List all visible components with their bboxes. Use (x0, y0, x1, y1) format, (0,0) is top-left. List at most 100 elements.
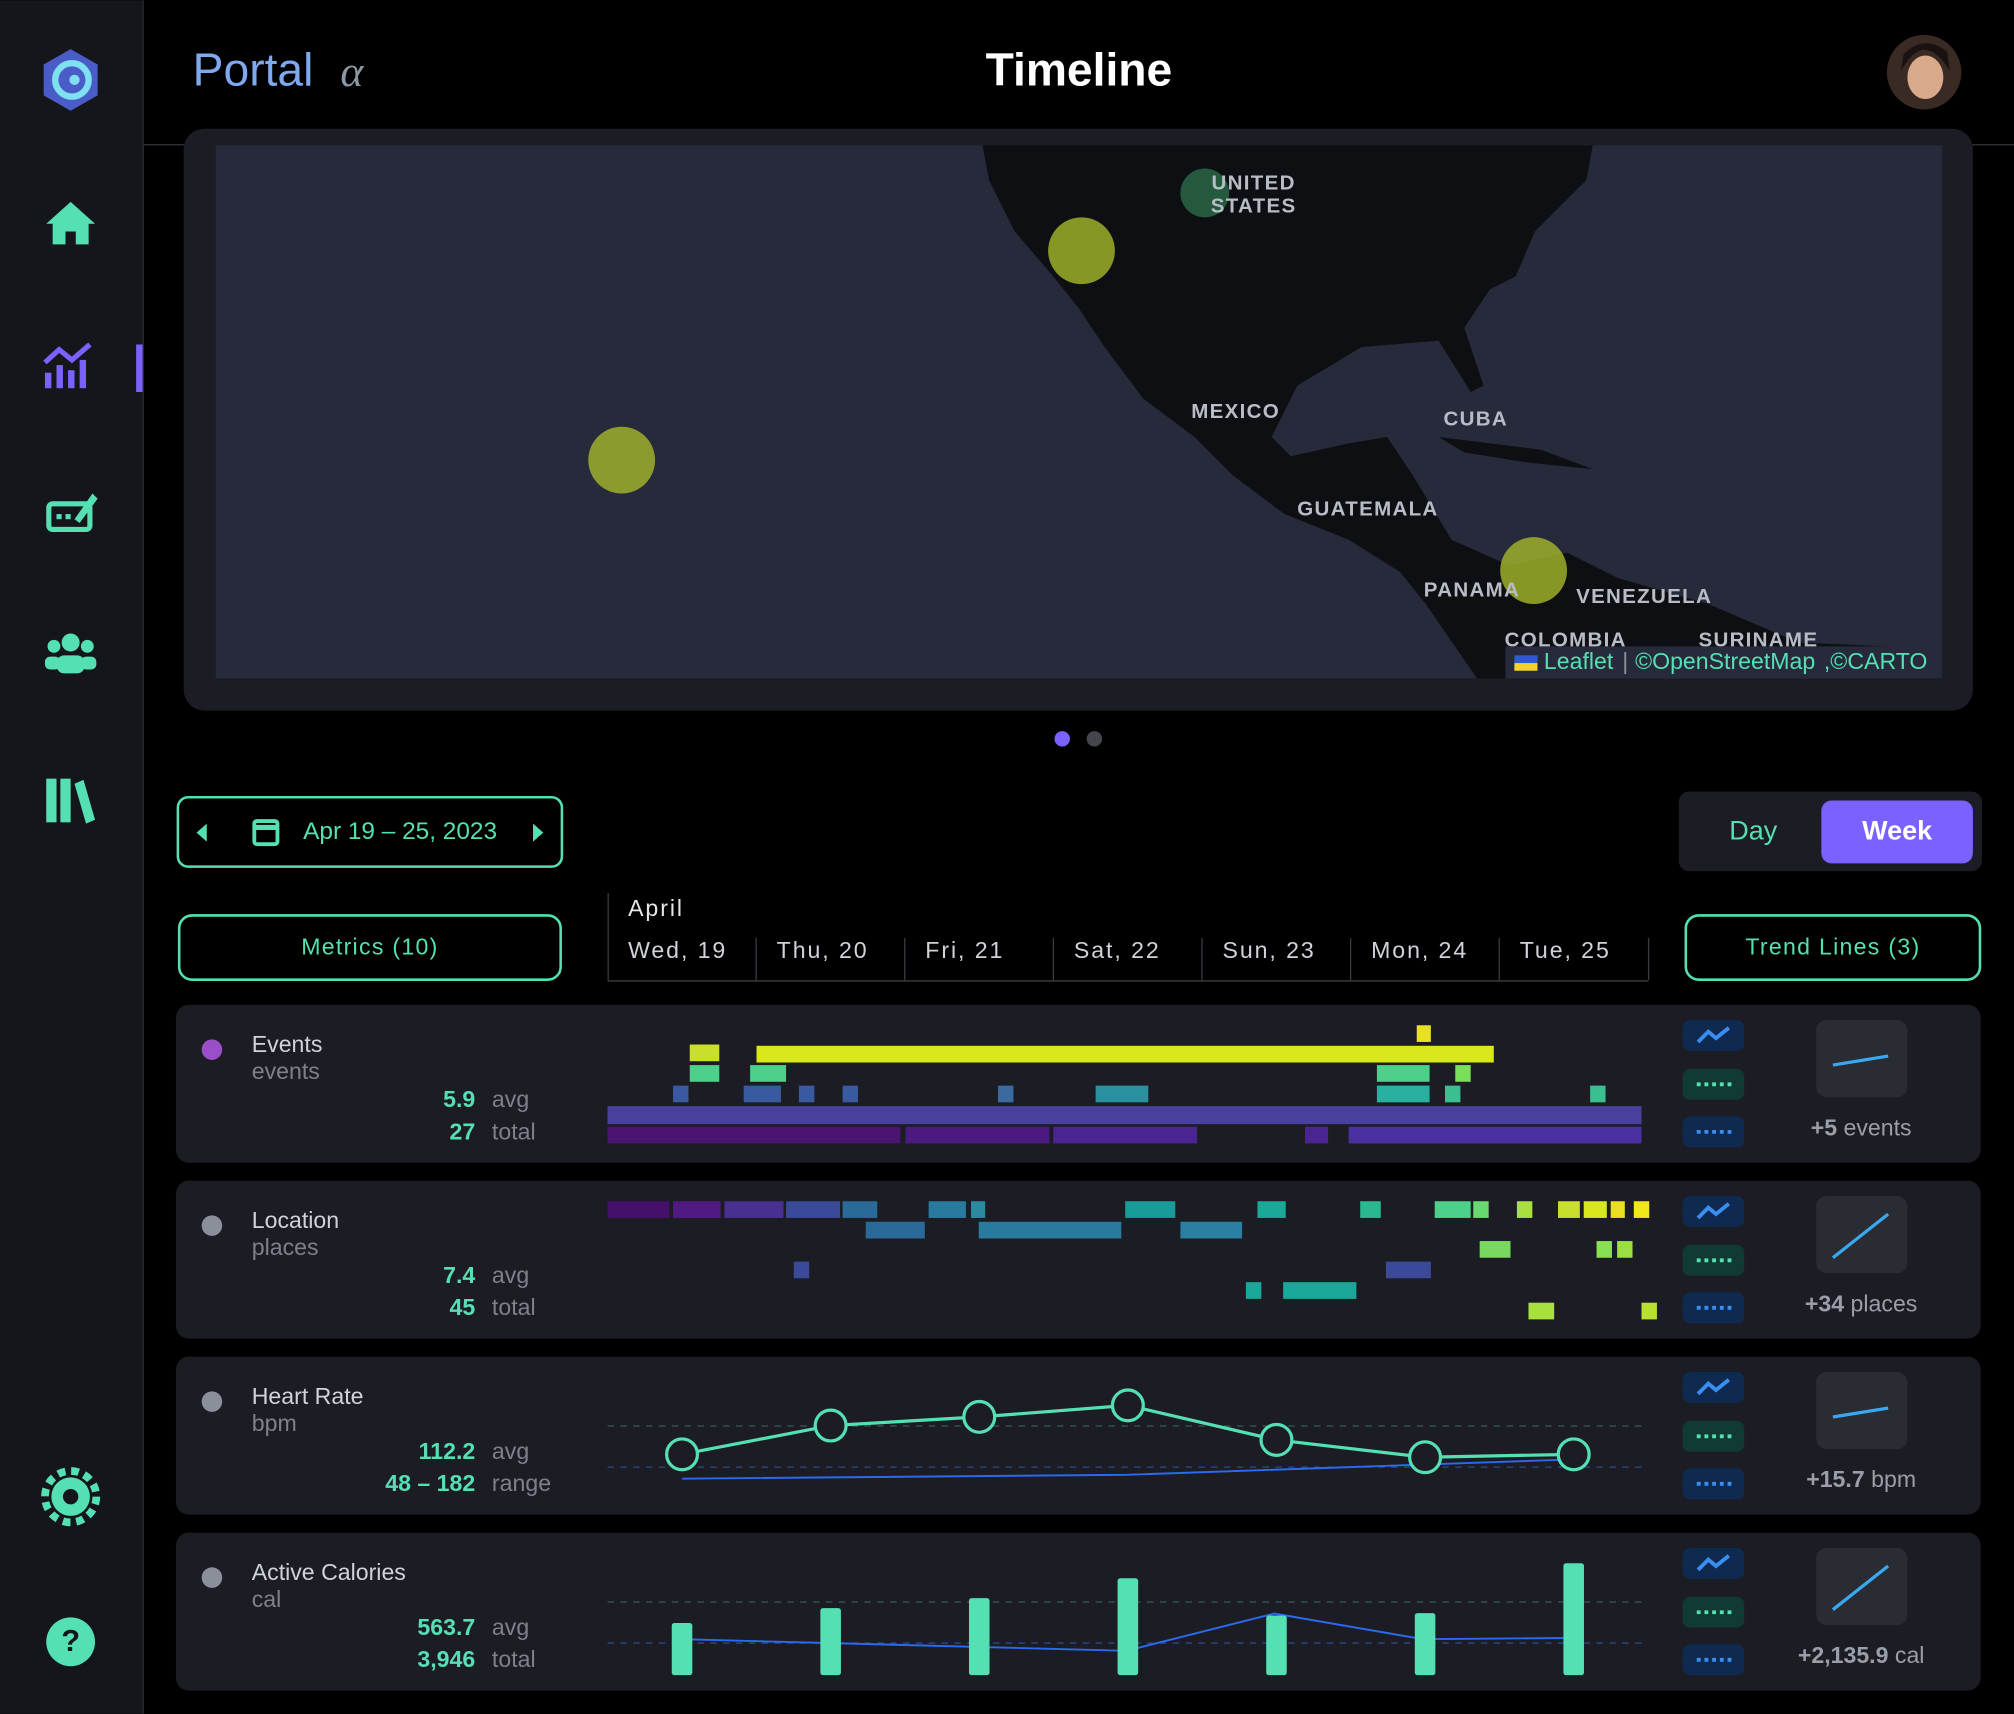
metric-unit: events (252, 1058, 320, 1084)
second-label: total (492, 1118, 536, 1144)
trend-value: +2,135.9 (1798, 1642, 1889, 1668)
help-icon[interactable]: ? (46, 1617, 96, 1667)
second-value: 45 (450, 1294, 476, 1320)
calendar-icon (252, 819, 280, 847)
place-block (1583, 1201, 1607, 1218)
trend-arrow (1831, 1564, 1890, 1611)
avg-label: avg (492, 1262, 529, 1288)
heart-point (813, 1408, 848, 1443)
metrics-button[interactable] (177, 914, 562, 981)
page-dot[interactable] (1054, 731, 1070, 747)
journal-icon[interactable] (46, 493, 98, 533)
map-label: COLOMBIA (1505, 629, 1627, 652)
svg-text:?: ? (61, 1623, 80, 1658)
trend-arrow (1832, 1054, 1889, 1067)
settings-icon[interactable] (41, 1467, 101, 1527)
place-block (928, 1201, 966, 1218)
event-block (1095, 1085, 1149, 1103)
trend-unit: places (1851, 1290, 1918, 1316)
avg-label: avg (492, 1438, 529, 1464)
event-block (607, 1106, 1642, 1125)
calorie-bar (968, 1598, 990, 1676)
event-block (1376, 1065, 1430, 1082)
trend-box (1816, 1372, 1908, 1450)
avg-value: 563.7 (417, 1614, 475, 1640)
trend-text: +15.7 bpm (1806, 1466, 1916, 1492)
metric-unit: cal (252, 1586, 282, 1612)
place-block (1283, 1282, 1357, 1299)
attribution-link[interactable]: Leaflet (1544, 648, 1614, 674)
land (982, 145, 1943, 679)
trend-text: +2,135.9 cal (1798, 1642, 1925, 1668)
map-label: GUATEMALA (1297, 498, 1438, 521)
row-card (175, 1180, 1981, 1339)
next-button[interactable] (533, 823, 544, 842)
map-label: SURINAME (1698, 629, 1818, 652)
brand-suffix: α (340, 48, 364, 96)
prev-button[interactable] (196, 823, 207, 842)
event-block (750, 1065, 787, 1082)
metric-name: Events (252, 1031, 323, 1057)
metric-name: Heart Rate (252, 1383, 364, 1409)
attribution-link[interactable]: ©OpenStreetMap (1635, 648, 1815, 674)
trend-glyph (1696, 1026, 1731, 1044)
home-icon[interactable] (46, 201, 96, 245)
place-block (1596, 1241, 1612, 1258)
place-block (1528, 1302, 1555, 1320)
place-block (724, 1201, 784, 1218)
place-block (1257, 1201, 1286, 1218)
library-icon[interactable] (46, 778, 96, 824)
map-label: STATES (1211, 194, 1297, 217)
trend-glyph (1696, 1378, 1731, 1396)
event-block (673, 1085, 689, 1103)
metric-icon (201, 1039, 223, 1060)
avg-label: avg (492, 1086, 529, 1112)
calorie-bar (671, 1622, 693, 1676)
trend-button[interactable] (1684, 914, 1982, 981)
event-block (689, 1044, 720, 1062)
place-block (793, 1261, 810, 1279)
people-icon[interactable] (44, 633, 97, 674)
avatar[interactable] (1886, 34, 1962, 110)
place-block (1125, 1201, 1176, 1218)
trend-glyph (1696, 1554, 1731, 1572)
attribution-link[interactable]: ,©CARTO (1824, 648, 1928, 674)
place-block (971, 1201, 986, 1218)
metric-unit: bpm (252, 1410, 297, 1436)
second-value: 27 (450, 1118, 476, 1144)
date-picker[interactable] (176, 795, 564, 868)
place-block (1641, 1302, 1657, 1320)
brand[interactable]: Portal (193, 44, 314, 96)
heart-point (1408, 1440, 1443, 1475)
page-title: Timeline (986, 44, 1173, 96)
map-label: PANAMA (1424, 579, 1520, 602)
logo[interactable] (43, 49, 98, 111)
day-label: Wed, 19 (628, 937, 727, 963)
day-label: Mon, 24 (1371, 937, 1468, 963)
trend-value: +5 (1811, 1114, 1837, 1140)
trend-text: +5 events (1811, 1114, 1912, 1140)
avg-value: 7.4 (443, 1262, 475, 1288)
trend-unit: bpm (1871, 1466, 1916, 1492)
event-block (1590, 1085, 1606, 1103)
trend-value: +34 (1805, 1290, 1844, 1316)
calorie-bar (1266, 1615, 1287, 1676)
avg-value: 5.9 (443, 1086, 475, 1112)
row-card (175, 1356, 1981, 1515)
week-button[interactable] (1821, 800, 1973, 864)
analytics-icon[interactable] (43, 342, 92, 389)
trend-glyph (1696, 1202, 1731, 1220)
event-block (1376, 1085, 1430, 1103)
flag (1514, 663, 1538, 671)
place-block (865, 1221, 925, 1239)
page-dot[interactable] (1086, 731, 1103, 747)
trend-unit: events (1843, 1114, 1911, 1140)
avg-value: 112.2 (419, 1438, 476, 1464)
metric-name: Location (252, 1207, 339, 1233)
day-button[interactable]: Day (1729, 816, 1777, 846)
event-block (1053, 1126, 1198, 1144)
event-block (1304, 1126, 1329, 1144)
metric-name: Active Calories (252, 1559, 406, 1585)
